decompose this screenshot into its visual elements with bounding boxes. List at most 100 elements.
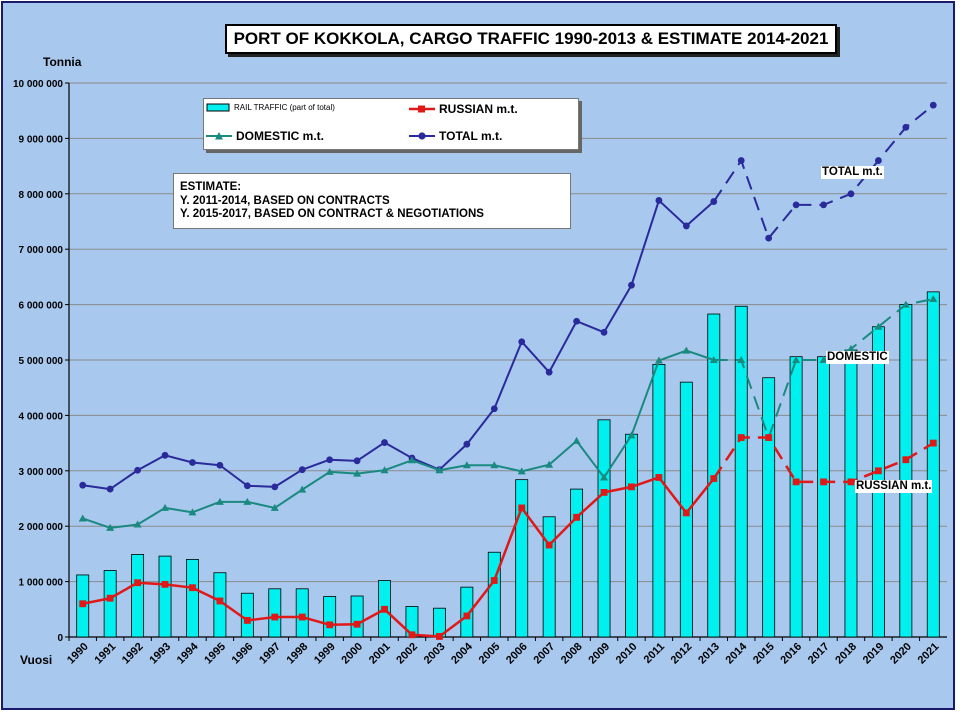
x-tick-label: 2006 (504, 641, 530, 667)
point-russian-2014 (737, 434, 745, 441)
x-tick-label: 2020 (888, 641, 914, 667)
point-russian-1997 (271, 613, 279, 621)
x-tick-label: 2012 (669, 641, 695, 667)
bar-rail-2016 (789, 356, 803, 638)
x-tick-label: 2019 (861, 641, 887, 667)
point-total-2011 (655, 197, 663, 204)
point-total-1997 (271, 483, 279, 491)
bar-rail-1992 (131, 554, 145, 638)
point-russian-2017 (820, 478, 827, 486)
point-domestic-2001 (380, 466, 389, 474)
point-russian-1991 (106, 594, 114, 602)
point-domestic-2019 (874, 322, 883, 330)
x-axis-unit-label: Vuosi (20, 653, 53, 667)
x-tick-label: 2007 (531, 641, 557, 667)
bar-rail-2020 (899, 304, 913, 638)
x-tick-label: 1993 (147, 641, 173, 667)
bar-rail-1997 (268, 588, 282, 638)
point-russian-1995 (216, 597, 224, 605)
bar-rail-1991 (103, 570, 117, 638)
point-domestic-2007 (545, 460, 554, 468)
point-russian-2020 (902, 456, 910, 464)
point-domestic-1996 (243, 497, 252, 505)
bar-rail-2015 (762, 377, 776, 638)
point-russian-2013 (710, 475, 718, 482)
point-total-2009 (600, 328, 608, 336)
bar-rail-2006 (515, 479, 529, 638)
point-domestic-1993 (161, 503, 170, 511)
x-tick-label: 2002 (394, 641, 420, 667)
point-domestic-2009 (600, 473, 609, 481)
x-tick-label: 2003 (422, 641, 448, 667)
bar-rail-2000 (350, 595, 364, 638)
x-tick-label: 1990 (65, 641, 91, 667)
point-russian-2009 (600, 489, 608, 496)
point-domestic-2004 (462, 461, 471, 469)
x-tick-label: 1997 (257, 641, 283, 667)
point-domestic-2012 (682, 346, 691, 354)
y-tick-label: 5 000 000 (19, 356, 64, 367)
bar-rail-2021 (926, 291, 940, 638)
bar-rail-1994 (186, 559, 199, 638)
x-tick-label: 2008 (559, 641, 585, 667)
point-domestic-2016 (792, 356, 801, 363)
line-domestic-estimate (713, 298, 934, 439)
point-total-1991 (106, 485, 114, 493)
bar-rail-2004 (460, 586, 474, 638)
bar-rail-2011 (652, 364, 666, 638)
legend-total-label: TOTAL m.t. (439, 129, 503, 143)
point-domestic-2005 (490, 461, 499, 469)
bar-rail-1999 (323, 596, 337, 638)
point-russian-2005 (490, 577, 498, 584)
point-domestic-1997 (270, 503, 279, 511)
line-total-actual (82, 199, 715, 491)
x-tick-label: 1996 (230, 641, 256, 667)
x-tick-label: 1995 (202, 641, 228, 667)
x-tick-label: 2004 (449, 640, 475, 666)
y-tick-label: 4 000 000 (19, 411, 64, 422)
bar-rail-1996 (240, 592, 254, 638)
point-russian-1994 (189, 584, 196, 592)
point-russian-2000 (353, 620, 361, 628)
line-russian-actual (82, 476, 715, 638)
x-tick-label: 2017 (806, 641, 832, 667)
legend-domestic: DOMESTIC m.t. (206, 129, 324, 143)
point-russian-2004 (463, 612, 471, 620)
point-domestic-1992 (133, 520, 142, 528)
legend-rail: RAIL TRAFFIC (part of total) (206, 103, 335, 112)
y-tick-label: 2 000 000 (19, 522, 64, 533)
x-tick-label: 2005 (477, 641, 503, 667)
y-tick-label: 6 000 000 (19, 301, 64, 312)
point-total-1992 (134, 466, 141, 474)
point-domestic-1991 (106, 523, 115, 531)
legend-rail-swatch-icon (206, 103, 230, 112)
point-domestic-2003 (435, 466, 444, 474)
point-total-2000 (353, 457, 361, 465)
point-russian-1996 (243, 616, 251, 624)
y-tick-label: 8 000 000 (19, 190, 64, 201)
point-total-2004 (463, 440, 471, 448)
point-total-2021 (929, 101, 937, 109)
bar-rail-1993 (158, 555, 172, 638)
x-tick-label: 2001 (367, 641, 393, 667)
point-domestic-2013 (709, 356, 718, 363)
point-russian-2003 (436, 633, 443, 640)
y-tick-label: 9 000 000 (19, 134, 64, 145)
point-russian-1992 (134, 579, 141, 587)
x-tick-label: 2010 (614, 641, 640, 667)
point-russian-2007 (545, 541, 553, 549)
point-russian-2021 (929, 439, 937, 447)
point-russian-2006 (518, 504, 526, 512)
series-label-domestic: DOMESTIC (826, 351, 889, 364)
point-total-2017 (820, 201, 827, 209)
point-total-2016 (792, 201, 800, 209)
y-tick-label: 7 000 000 (19, 245, 64, 256)
point-total-2005 (490, 405, 498, 413)
point-russian-1998 (298, 613, 306, 621)
bar-rail-2010 (625, 433, 638, 638)
bar-rail-2009 (597, 419, 611, 638)
point-domestic-2020 (901, 300, 910, 308)
x-tick-label: 2021 (916, 641, 942, 667)
point-russian-2018 (847, 478, 855, 486)
